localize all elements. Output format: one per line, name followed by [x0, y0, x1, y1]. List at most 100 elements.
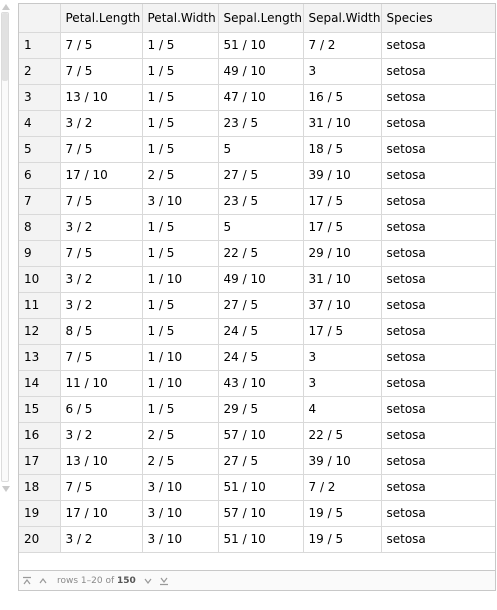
column-header-petal-width[interactable]: Petal.Width	[142, 4, 219, 33]
cell-petal-length: 17 / 10	[60, 500, 143, 527]
last-page-icon[interactable]	[156, 573, 172, 589]
cell-petal-width: 1 / 10	[142, 344, 219, 371]
table-row: 17 13 / 10 2 / 5 27 / 5 39 / 10 setosa	[19, 448, 495, 475]
cell-petal-length: 7 / 5	[60, 32, 143, 59]
cell-petal-width: 3 / 10	[142, 188, 219, 215]
cell-petal-width: 1 / 5	[142, 136, 219, 163]
cell-petal-length: 13 / 10	[60, 448, 143, 475]
table-row: 3 13 / 10 1 / 5 47 / 10 16 / 5 setosa	[19, 84, 495, 111]
cell-row-index: 5	[19, 136, 61, 163]
cell-petal-width: 1 / 5	[142, 214, 219, 241]
cell-row-index: 19	[19, 500, 61, 527]
cell-species: setosa	[381, 84, 495, 111]
cell-row-index: 15	[19, 396, 61, 423]
cell-sepal-length: 24 / 5	[218, 344, 304, 371]
scroll-track[interactable]	[1, 12, 9, 482]
cell-row-index: 16	[19, 422, 61, 449]
cell-species: setosa	[381, 500, 495, 527]
table-row: 19 17 / 10 3 / 10 57 / 10 19 / 5 setosa	[19, 500, 495, 527]
cell-sepal-width: 7 / 2	[303, 474, 382, 501]
cell-species: setosa	[381, 58, 495, 85]
column-header-petal-length[interactable]: Petal.Length	[60, 4, 143, 33]
cell-petal-length: 3 / 2	[60, 110, 143, 137]
next-page-icon[interactable]	[140, 573, 156, 589]
cell-species: setosa	[381, 188, 495, 215]
cell-sepal-length: 27 / 5	[218, 292, 304, 319]
cell-petal-length: 17 / 10	[60, 162, 143, 189]
cell-row-index: 2	[19, 58, 61, 85]
column-header-sepal-length[interactable]: Sepal.Length	[218, 4, 304, 33]
cell-petal-length: 8 / 5	[60, 318, 143, 345]
pagination-bar: rows 1–20 of 150	[18, 571, 496, 591]
cell-petal-width: 1 / 5	[142, 396, 219, 423]
cell-row-index: 1	[19, 32, 61, 59]
cell-row-index: 3	[19, 84, 61, 111]
table-row: 14 11 / 10 1 / 10 43 / 10 3 setosa	[19, 370, 495, 397]
cell-sepal-length: 22 / 5	[218, 240, 304, 267]
cell-petal-length: 3 / 2	[60, 422, 143, 449]
cell-petal-width: 1 / 5	[142, 292, 219, 319]
first-page-icon[interactable]	[19, 573, 35, 589]
cell-species: setosa	[381, 474, 495, 501]
rows-range-label: rows 1–20 of 150	[57, 575, 136, 586]
column-header-species[interactable]: Species	[381, 4, 495, 33]
cell-petal-length: 7 / 5	[60, 58, 143, 85]
cell-species: setosa	[381, 448, 495, 475]
cell-sepal-length: 51 / 10	[218, 474, 304, 501]
cell-sepal-width: 19 / 5	[303, 526, 382, 553]
cell-petal-length: 7 / 5	[60, 344, 143, 371]
cell-sepal-width: 3	[303, 344, 382, 371]
cell-petal-length: 7 / 5	[60, 474, 143, 501]
cell-petal-length: 3 / 2	[60, 292, 143, 319]
cell-petal-length: 7 / 5	[60, 240, 143, 267]
cell-species: setosa	[381, 344, 495, 371]
cell-sepal-length: 24 / 5	[218, 318, 304, 345]
cell-sepal-length: 29 / 5	[218, 396, 304, 423]
cell-row-index: 14	[19, 370, 61, 397]
rows-total: 150	[117, 575, 136, 586]
cell-sepal-length: 23 / 5	[218, 110, 304, 137]
cell-row-index: 10	[19, 266, 61, 293]
cell-row-index: 11	[19, 292, 61, 319]
cell-petal-width: 1 / 5	[142, 110, 219, 137]
cell-petal-width: 1 / 5	[142, 32, 219, 59]
cell-sepal-width: 39 / 10	[303, 448, 382, 475]
cell-sepal-width: 16 / 5	[303, 84, 382, 111]
vertical-scrollbar[interactable]	[0, 4, 11, 492]
cell-sepal-width: 17 / 5	[303, 188, 382, 215]
header-row: Petal.Length Petal.Width Sepal.Length Se…	[19, 4, 495, 33]
cell-sepal-width: 29 / 10	[303, 240, 382, 267]
cell-petal-width: 3 / 10	[142, 500, 219, 527]
cell-sepal-length: 51 / 10	[218, 526, 304, 553]
cell-petal-length: 11 / 10	[60, 370, 143, 397]
previous-page-icon[interactable]	[35, 573, 51, 589]
cell-sepal-length: 49 / 10	[218, 266, 304, 293]
data-grid: Petal.Length Petal.Width Sepal.Length Se…	[18, 3, 496, 571]
column-header-sepal-width[interactable]: Sepal.Width	[303, 4, 382, 33]
cell-petal-length: 13 / 10	[60, 84, 143, 111]
cell-petal-length: 7 / 5	[60, 136, 143, 163]
cell-sepal-width: 7 / 2	[303, 32, 382, 59]
cell-sepal-length: 5	[218, 136, 304, 163]
cell-sepal-width: 3	[303, 370, 382, 397]
scroll-thumb[interactable]	[2, 13, 8, 81]
scroll-up-arrow-icon[interactable]	[2, 4, 10, 10]
cell-row-index: 6	[19, 162, 61, 189]
cell-petal-length: 7 / 5	[60, 188, 143, 215]
cell-species: setosa	[381, 162, 495, 189]
cell-species: setosa	[381, 370, 495, 397]
cell-species: setosa	[381, 422, 495, 449]
cell-petal-width: 1 / 5	[142, 240, 219, 267]
cell-sepal-length: 23 / 5	[218, 188, 304, 215]
cell-sepal-length: 51 / 10	[218, 32, 304, 59]
scroll-down-arrow-icon[interactable]	[2, 486, 10, 492]
